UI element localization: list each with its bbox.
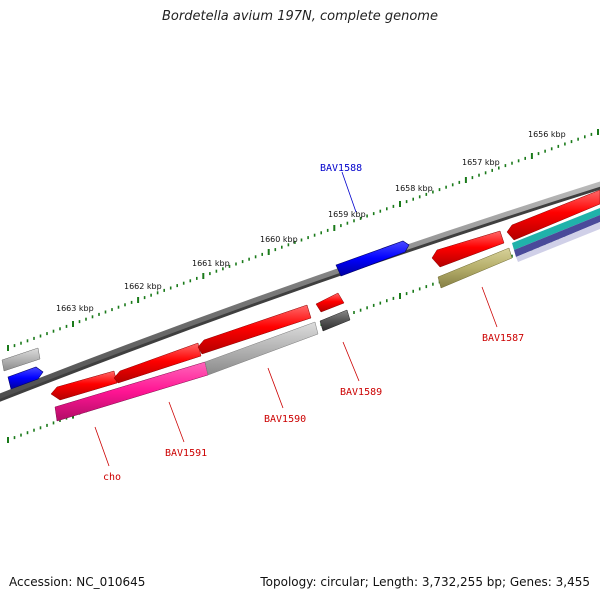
gene-red-3[interactable] (197, 304, 312, 355)
gene-BAV1589[interactable] (315, 292, 345, 313)
gene-BAV1587[interactable] (437, 247, 513, 289)
gene-label-BAV1591: BAV1591 (165, 448, 207, 459)
gene-BAV1590[interactable] (204, 321, 319, 376)
outer-scale-ticks (7, 129, 599, 351)
label-line-BAV1587 (481, 286, 498, 328)
gene-label-BAV1590: BAV1590 (264, 414, 306, 425)
gene-BAV1588[interactable] (335, 240, 410, 277)
gene-label-BAV1587: BAV1587 (482, 333, 524, 344)
scale-label: 1657 kbp (462, 158, 500, 167)
gene-dark-gray[interactable] (319, 309, 351, 332)
scale-label: 1661 kbp (192, 259, 230, 268)
gene-red-5[interactable] (431, 230, 505, 268)
gene-label-cho: cho (103, 472, 121, 483)
scale-label: 1658 kbp (395, 184, 433, 193)
accession-text: Accession: NC_010645 (9, 575, 146, 589)
scale-label: 1660 kbp (260, 235, 298, 244)
label-line-BAV1588 (341, 171, 357, 213)
genome-stats-text: Topology: circular; Length: 3,732,255 bp… (260, 575, 590, 589)
gene-navy[interactable] (514, 215, 600, 257)
label-line-BAV1589 (342, 341, 360, 382)
scale-label: 1662 kbp (124, 282, 162, 291)
gene-cyan[interactable] (512, 208, 600, 250)
gene-label-BAV1589: BAV1589 (340, 387, 382, 398)
gene-label-BAV1588: BAV1588 (320, 163, 362, 174)
map-title: Bordetella avium 197N, complete genome (162, 9, 438, 24)
gene-pale[interactable] (516, 222, 600, 262)
label-line-BAV1591 (168, 401, 185, 443)
gene-blue-left[interactable] (7, 366, 44, 390)
scale-label: 1663 kbp (56, 304, 94, 313)
scale-label: 1659 kbp (328, 210, 366, 219)
scale-label: 1656 kbp (528, 130, 566, 139)
gene-red-6[interactable] (506, 189, 600, 241)
genome-backbone (0, 181, 600, 399)
label-line-BAV1590 (267, 367, 284, 409)
label-line-cho (94, 426, 110, 467)
gene-gray-left[interactable] (1, 347, 41, 372)
